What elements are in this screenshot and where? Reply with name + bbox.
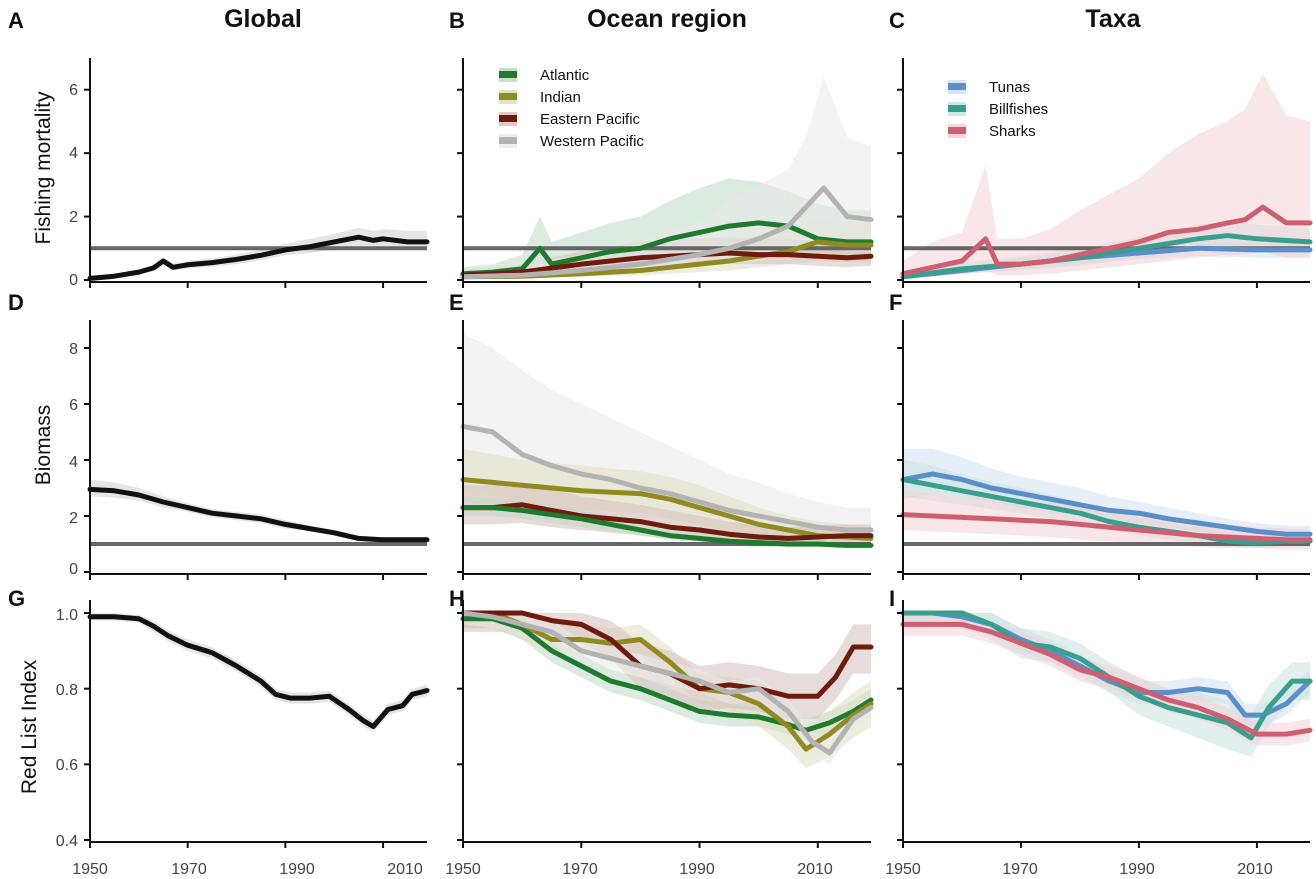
legend-label-sharks: Sharks bbox=[989, 123, 1036, 140]
panel-a bbox=[84, 58, 430, 288]
xtick-label-i-1950: 1950 bbox=[885, 861, 921, 878]
xtick-label-i-1990: 1990 bbox=[1119, 861, 1155, 878]
panel-e bbox=[457, 320, 874, 580]
column-title-global: Global bbox=[224, 5, 302, 33]
band-g-global bbox=[90, 613, 427, 733]
series-line-c-billfishes bbox=[900, 233, 1313, 280]
legend-line-billfishes bbox=[948, 105, 966, 112]
series-line-d-global bbox=[87, 486, 430, 543]
panel-letter-i: I bbox=[889, 586, 895, 611]
band-e-eastern-pacific bbox=[463, 482, 871, 547]
band-f-tunas bbox=[903, 448, 1310, 542]
xtick-label-g-1950: 1950 bbox=[72, 861, 108, 878]
column-title-ocean-region: Ocean region bbox=[587, 5, 747, 33]
band-b-western-pacific bbox=[463, 77, 871, 279]
ylabel-red-list-index: Red List Index bbox=[18, 659, 41, 794]
series-line-e-eastern-pacific bbox=[460, 502, 874, 541]
xtick-label-i-2010: 2010 bbox=[1237, 861, 1273, 878]
legend-line-sharks bbox=[948, 127, 966, 134]
series-line-f-tunas bbox=[900, 471, 1313, 537]
xtick-label-h-1990: 1990 bbox=[679, 861, 715, 878]
series-line-f-sharks bbox=[900, 512, 1313, 543]
panel-letter-d: D bbox=[8, 290, 24, 315]
panel-letter-c: C bbox=[889, 8, 905, 33]
ytick-label-rli-0.4: 0.4 bbox=[56, 833, 78, 850]
legend-line-eastern-pacific bbox=[499, 115, 517, 122]
series-line-h-western-pacific bbox=[460, 610, 874, 756]
series-line-i-billfishes bbox=[900, 610, 1313, 741]
panel-c bbox=[897, 58, 1313, 288]
legend-taxa: Tunas Billfishes Sharks bbox=[948, 79, 1048, 140]
legend-label-indian: Indian bbox=[540, 89, 581, 106]
legend-label-eastern-pacific: Eastern Pacific bbox=[540, 111, 641, 128]
legend-label-tunas: Tunas bbox=[989, 79, 1030, 96]
ytick-label-mortality-6: 6 bbox=[69, 82, 78, 99]
ytick-label-mortality-0: 0 bbox=[69, 272, 78, 289]
xtick-label-h-2010: 2010 bbox=[797, 861, 833, 878]
band-d-global bbox=[90, 479, 427, 543]
panel-letter-h: H bbox=[449, 586, 465, 611]
ylabel-fishing-mortality: Fishing mortality bbox=[32, 91, 55, 244]
series-line-i-sharks bbox=[900, 621, 1313, 737]
series-line-c-sharks bbox=[900, 204, 1313, 277]
xtick-label-h-1970: 1970 bbox=[562, 861, 598, 878]
legend-label-billfishes: Billfishes bbox=[989, 101, 1048, 118]
xtick-label-g-1990: 1990 bbox=[279, 861, 315, 878]
ytick-label-rli-0.8: 0.8 bbox=[56, 682, 78, 699]
panel-g bbox=[84, 600, 430, 848]
ytick-label-mortality-4: 4 bbox=[69, 145, 78, 162]
series-line-b-indian bbox=[460, 239, 874, 280]
ytick-label-biomass-8: 8 bbox=[69, 341, 78, 358]
ytick-label-rli-1.0: 1.0 bbox=[56, 607, 78, 624]
series-line-e-western-pacific bbox=[460, 423, 874, 533]
series-line-a-global bbox=[87, 234, 430, 281]
ytick-label-rli-0.6: 0.6 bbox=[56, 757, 78, 774]
panel-letter-a: A bbox=[8, 8, 24, 33]
panel-f bbox=[897, 320, 1313, 580]
panel-d bbox=[84, 320, 430, 580]
series-line-b-atlantic bbox=[460, 220, 874, 277]
xtick-label-i-1970: 1970 bbox=[1002, 861, 1038, 878]
band-h-western-pacific bbox=[463, 613, 871, 765]
legend-label-western-pacific: Western Pacific bbox=[540, 133, 644, 150]
ytick-label-biomass-4: 4 bbox=[69, 454, 78, 471]
ylabel-biomass: Biomass bbox=[32, 405, 55, 486]
xtick-label-g-1970: 1970 bbox=[171, 861, 207, 878]
legend-line-tunas bbox=[948, 83, 966, 90]
series-line-f-billfishes bbox=[900, 477, 1313, 546]
legend-label-atlantic: Atlantic bbox=[540, 67, 590, 84]
band-e-atlantic bbox=[463, 496, 871, 549]
panel-letter-b: B bbox=[449, 8, 465, 33]
ytick-label-biomass-6: 6 bbox=[69, 397, 78, 414]
xtick-label-h-1950: 1950 bbox=[445, 861, 481, 878]
legend-ocean-region: Atlantic Indian Eastern Pacific Western … bbox=[499, 67, 644, 150]
series-line-g-global bbox=[87, 614, 430, 729]
legend-line-western-pacific bbox=[499, 137, 517, 144]
panel-b bbox=[457, 58, 874, 288]
legend-line-atlantic bbox=[499, 71, 517, 78]
series-line-h-eastern-pacific bbox=[460, 610, 874, 699]
panel-letter-f: F bbox=[889, 290, 902, 315]
ytick-label-biomass-0: 0 bbox=[69, 561, 78, 578]
panel-letter-g: G bbox=[8, 586, 25, 611]
series-line-e-indian bbox=[460, 477, 874, 541]
plot-layer bbox=[84, 58, 1313, 848]
ytick-label-mortality-2: 2 bbox=[69, 209, 78, 226]
series-line-e-atlantic bbox=[460, 505, 874, 548]
column-title-taxa: Taxa bbox=[1085, 5, 1141, 33]
series-line-b-western-pacific bbox=[460, 185, 874, 280]
panel-letter-e: E bbox=[449, 290, 464, 315]
panel-h bbox=[457, 600, 874, 848]
xtick-label-g-2010: 2010 bbox=[387, 861, 423, 878]
legend-line-indian bbox=[499, 93, 517, 100]
panel-i bbox=[897, 600, 1313, 848]
ytick-label-biomass-2: 2 bbox=[69, 510, 78, 527]
series-line-h-atlantic bbox=[460, 616, 874, 733]
